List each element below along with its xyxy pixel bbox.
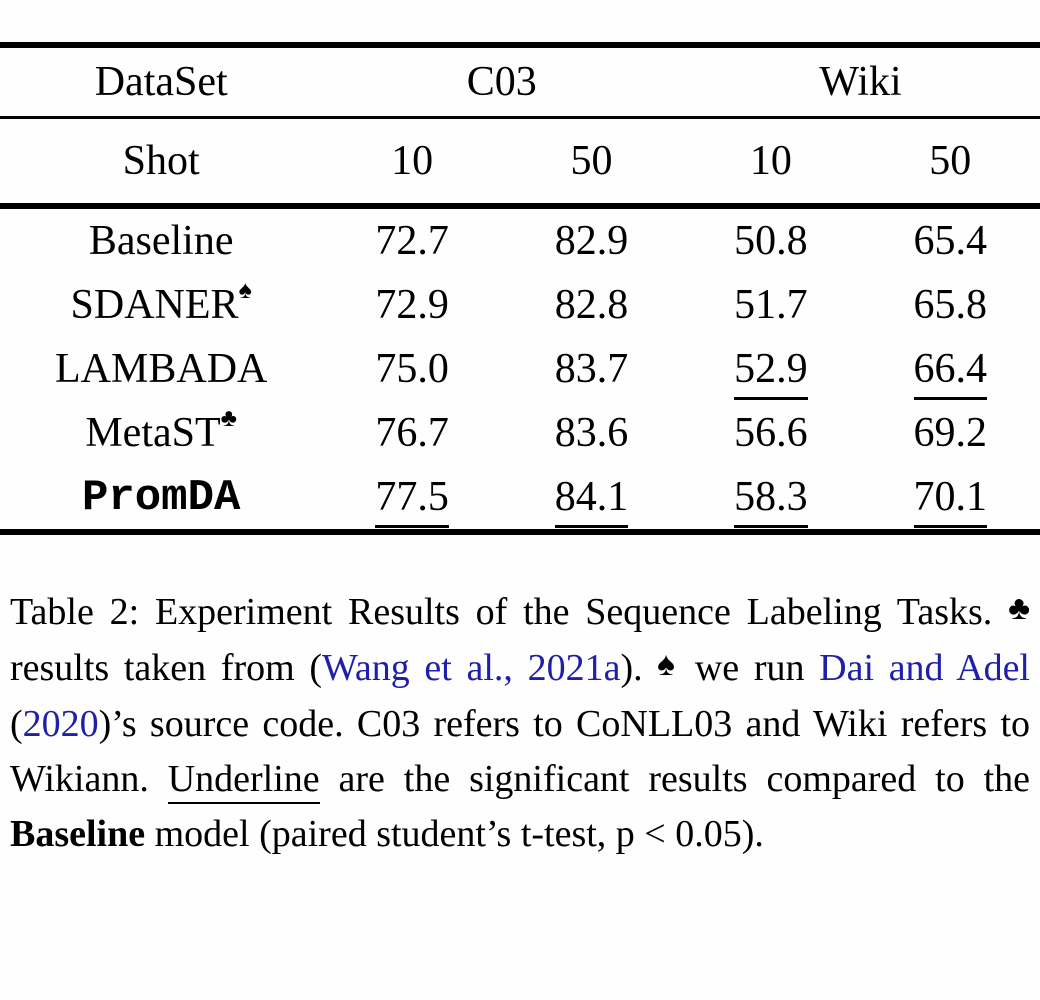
caption-text: Table 2: Experiment Results of the Seque… <box>10 591 1009 633</box>
cell-value: 82.9 <box>554 218 629 264</box>
caption-text: ( <box>10 703 23 745</box>
cell-value: 83.7 <box>554 346 629 392</box>
model-name: Baseline <box>0 206 322 273</box>
cell-value: 83.6 <box>554 410 629 456</box>
model-label: PromDA <box>81 472 241 523</box>
model-name: LAMBADA <box>0 337 322 401</box>
model-label: SDANER <box>70 282 239 328</box>
header-row-datasets: DataSet C03 Wiki <box>0 45 1040 119</box>
table-row-baseline: Baseline 72.7 82.9 50.8 65.4 <box>0 206 1040 273</box>
header-row-shots: Shot 10 50 10 50 <box>0 117 1040 209</box>
cell-value: 52.9 <box>734 346 808 400</box>
cell-value: 56.6 <box>734 410 808 456</box>
model-label: MetaST <box>85 410 221 456</box>
citation-link-wang-2021a[interactable]: Wang et al., 2021a <box>322 647 621 689</box>
cell-value: 72.7 <box>375 218 449 264</box>
cell-value: 66.4 <box>913 346 988 400</box>
model-name: SDANER♠ <box>0 273 322 337</box>
shot-wiki-10: 10 <box>681 117 861 209</box>
cell-value: 84.1 <box>554 474 629 528</box>
paper-page: DataSet C03 Wiki Shot 10 50 10 50 Baseli… <box>0 42 1040 862</box>
baseline-word: Baseline <box>10 813 146 855</box>
cell-value: 58.3 <box>734 474 808 528</box>
caption-text: ). <box>620 647 658 689</box>
col-group-wiki: Wiki <box>681 45 1040 119</box>
cell-value: 51.7 <box>734 282 808 328</box>
col-group-c03: C03 <box>322 45 682 119</box>
underline-word: Underline <box>167 758 320 804</box>
cell-value: 50.8 <box>734 218 808 264</box>
shot-wiki-50: 50 <box>860 117 1040 209</box>
shot-header: Shot <box>0 117 323 209</box>
results-table: DataSet C03 Wiki Shot 10 50 10 50 Baseli… <box>0 42 1040 535</box>
cell-value: 69.2 <box>913 410 988 456</box>
spade-icon: ♠ <box>657 646 681 683</box>
caption-text: are the significant results compared to … <box>319 758 1030 800</box>
model-label: LAMBADA <box>55 346 268 392</box>
caption-text: model (paired student’s t-test, p < 0.05… <box>145 813 764 855</box>
caption-text: results taken from ( <box>10 647 323 689</box>
shot-c03-50: 50 <box>501 117 682 209</box>
table-row-sdaner: SDANER♠ 72.9 82.8 51.7 65.8 <box>0 273 1040 337</box>
model-name: PromDA <box>0 465 322 532</box>
cell-value: 76.7 <box>375 410 449 456</box>
shot-c03-10: 10 <box>322 117 502 209</box>
club-icon: ♣ <box>220 405 238 432</box>
cell-value: 65.4 <box>913 218 988 264</box>
table-caption: Table 2: Experiment Results of the Seque… <box>0 585 1040 862</box>
cell-value: 65.8 <box>913 282 988 328</box>
cell-value: 70.1 <box>913 474 988 528</box>
spade-icon: ♠ <box>238 277 252 304</box>
caption-text: )’s source code. C03 refers to CoNLL03 a… <box>10 703 1030 800</box>
citation-link-2020[interactable]: 2020 <box>22 703 99 745</box>
cell-value: 75.0 <box>375 346 449 392</box>
cell-value: 82.8 <box>554 282 629 328</box>
table-row-metast: MetaST♣ 76.7 83.6 56.6 69.2 <box>0 401 1040 465</box>
model-label: Baseline <box>88 218 234 264</box>
caption-text: we run <box>680 647 820 689</box>
model-name: MetaST♣ <box>0 401 322 465</box>
cell-value: 77.5 <box>375 474 449 528</box>
club-icon: ♣ <box>1008 590 1030 627</box>
table-row-lambada: LAMBADA 75.0 83.7 52.9 66.4 <box>0 337 1040 401</box>
citation-link-dai-adel[interactable]: Dai and Adel <box>819 647 1030 689</box>
dataset-header: DataSet <box>0 45 323 119</box>
table-row-promda: PromDA 77.5 84.1 58.3 70.1 <box>0 465 1040 532</box>
cell-value: 72.9 <box>375 282 449 328</box>
